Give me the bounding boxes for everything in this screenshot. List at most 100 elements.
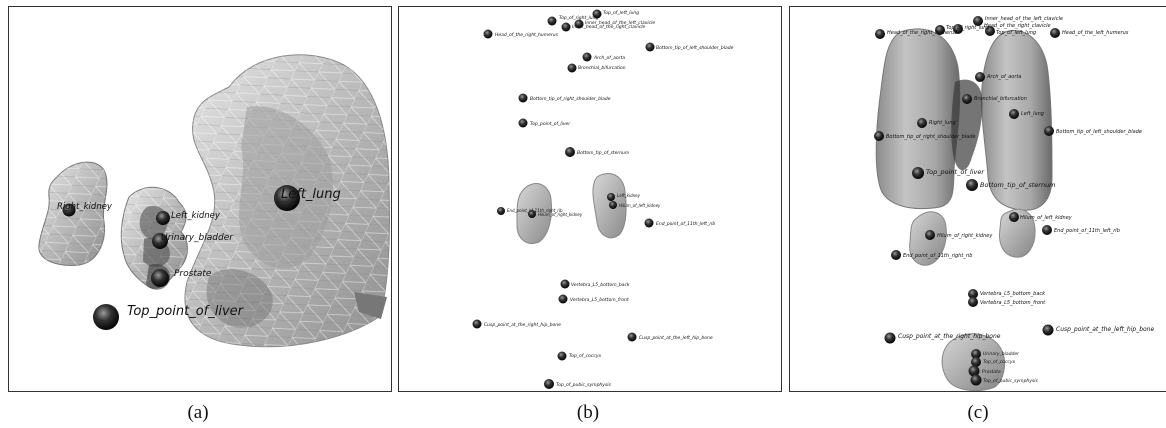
- label-end-11th-left-rib: End_point_of_11th_left_rib: [1054, 228, 1120, 234]
- point-vertebra-l5-back: [968, 289, 978, 299]
- point-inner-head-left-clavicle: [574, 19, 584, 29]
- label-left-kidney: Left_kidney: [171, 211, 221, 221]
- label-prostate: Prostate: [982, 369, 1001, 375]
- label-top-of-right-lung: Top_of_right_lung: [559, 15, 598, 21]
- label-bottom-tip-of-sternum: Bottom_tip_of_sternum: [577, 150, 630, 156]
- point-urinary-bladder: [152, 233, 168, 249]
- point-left-lung: [1009, 109, 1019, 119]
- label-vertebra-l5-front: Vertebra_L5_bottom_front: [570, 297, 629, 303]
- label-top-of-pubic-symphysis: Top_of_pubic_symphysis: [983, 378, 1039, 384]
- label-bronchial-bifurcation: Bronchial_bifurcation: [974, 96, 1027, 102]
- point-hilum-left-kidney: [1009, 212, 1019, 222]
- point-cusp-left-hip: [627, 332, 637, 342]
- label-inner-head-right-clavicle: Inner_head_of_the_right_clavicle: [572, 24, 646, 30]
- label-left-kidney: Left_kidney: [617, 193, 641, 198]
- label-hilum-right-kidney: Hilum_of_right_kidney: [937, 233, 993, 239]
- point-end-11th-left-rib: [644, 218, 654, 228]
- panel-a-canvas: Left_lung Right_kidney Left_kidney Urina…: [38, 54, 391, 348]
- label-arch-of-aorta: Arch_of_aorta: [986, 74, 1021, 80]
- point-bottom-tip-right-shoulder-blade: [518, 93, 528, 103]
- label-cusp-right-hip: Cusp_point_at_the_right_hip_bone: [898, 333, 1001, 340]
- point-right-kidney: [62, 203, 76, 217]
- point-prostate: [968, 365, 980, 377]
- label-cusp-right-hip: Cusp_point_at_the_right_hip_bone: [484, 322, 561, 328]
- left-kidney-mesh: [999, 208, 1036, 258]
- label-vertebra-l5-front: Vertebra_L5_bottom_front: [980, 300, 1046, 306]
- mediastinum-mesh: [951, 79, 983, 171]
- point-end-11th-left-rib: [1042, 225, 1052, 235]
- point-arch-of-aorta: [975, 72, 985, 82]
- label-urinary-bladder: Urinary_bladder: [983, 351, 1020, 357]
- point-bottom-tip-left-shoulder-blade: [1044, 126, 1054, 136]
- point-vertebra-l5-front: [558, 294, 568, 304]
- panel-c-canvas: Head_of_the_right_humerus Top_of_right_l…: [874, 16, 1154, 391]
- label-cusp-left-hip: Cusp_point_at_the_left_hip_bone: [1056, 326, 1154, 333]
- caption-b: (b): [576, 402, 600, 423]
- label-hilum-left-kidney: Hilum_of_left_kidney: [1020, 215, 1073, 221]
- point-bronchial-bifurcation: [962, 94, 972, 104]
- label-bottom-tip-right-shoulder-blade: Bottom_tip_of_right_shoulder_blade: [886, 134, 976, 140]
- point-head-right-clavicle: [953, 24, 963, 34]
- point-left-lung: [274, 185, 300, 211]
- label-top-of-coccyx: Top_of_coccyx: [983, 359, 1015, 365]
- label-bottom-tip-of-sternum: Bottom_tip_of_sternum: [980, 181, 1056, 189]
- point-head-right-humerus: [875, 29, 885, 39]
- point-cusp-right-hip: [472, 319, 482, 329]
- label-left-lung: Left_lung: [1021, 111, 1044, 117]
- label-bronchial-bifurcation: Bronchial_bifurcation: [578, 65, 626, 71]
- caption-a: (a): [187, 402, 209, 423]
- point-top-of-coccyx: [557, 351, 567, 361]
- point-bronchial-bifurcation: [567, 63, 577, 73]
- point-top-point-of-liver: [912, 167, 924, 179]
- caption-c: (c): [967, 402, 989, 423]
- point-end-11th-right-rib: [497, 207, 505, 215]
- label-end-11th-left-rib: End_point_of_11th_left_rib: [656, 221, 715, 227]
- label-end-11th-right-rib: End_point_of_11th_right_rib: [507, 208, 563, 213]
- point-top-point-of-liver: [93, 304, 119, 330]
- label-top-of-left-lung: Top_of_left_lung: [603, 10, 639, 16]
- point-top-of-left-lung: [592, 9, 602, 19]
- label-arch-of-aorta: Arch_of_aorta: [593, 55, 625, 61]
- label-hilum-right-kidney: Hilum_of_right_kidney: [538, 212, 583, 217]
- panel-c: Head_of_the_right_humerus Top_of_right_l…: [789, 6, 1166, 392]
- label-bottom-tip-right-shoulder-blade: Bottom_tip_of_right_shoulder_blade: [530, 96, 611, 102]
- label-top-point-of-liver: Top_point_of_liver: [530, 121, 571, 127]
- point-cusp-right-hip: [884, 332, 896, 344]
- point-inner-head-left-clavicle: [973, 16, 983, 26]
- label-right-kidney: Right_kidney: [57, 202, 113, 212]
- panel-b-canvas: Top_of_left_lung Top_of_right_lung Inner…: [472, 9, 734, 389]
- label-vertebra-l5-back: Vertebra_L5_bottom_back: [980, 291, 1046, 297]
- label-head-right-humerus: Head_of_the_right_humerus: [495, 32, 559, 38]
- label-top-point-of-liver: Top_point_of_liver: [926, 168, 985, 176]
- point-cusp-left-hip: [1042, 324, 1054, 336]
- point-hilum-left-kidney: [609, 201, 617, 209]
- label-top-point-of-liver: Top_point_of_liver: [127, 304, 245, 319]
- label-bottom-tip-left-shoulder-blade: Bottom_tip_of_left_shoulder_blade: [1056, 129, 1142, 135]
- label-end-11th-right-rib: End_point_of_11th_right_rib: [903, 253, 972, 259]
- point-top-of-pubic-symphysis: [970, 374, 982, 386]
- label-top-of-coccyx: Top_of_coccyx: [569, 353, 601, 359]
- point-head-right-humerus: [483, 29, 493, 39]
- point-bottom-tip-of-sternum: [966, 179, 978, 191]
- label-head-right-humerus: Head_of_the_right_humerus: [887, 30, 957, 36]
- point-hilum-right-kidney: [925, 230, 935, 240]
- point-prostate: [151, 269, 169, 287]
- label-top-of-right-lung: Top_of_right_lung: [946, 25, 990, 31]
- label-hilum-left-kidney: Hilum_of_left_kidney: [619, 203, 661, 208]
- label-bottom-tip-left-shoulder-blade: Bottom_tip_of_left_shoulder_blade: [656, 45, 734, 51]
- point-left-kidney: [607, 193, 615, 201]
- label-cusp-left-hip: Cusp_point_at_the_left_hip_bone: [639, 335, 713, 341]
- point-vertebra-l5-front: [968, 297, 978, 307]
- label-left-lung: Left_lung: [281, 187, 341, 202]
- panel-a: Left_lung Right_kidney Left_kidney Urina…: [8, 6, 392, 392]
- point-bottom-tip-of-sternum: [565, 147, 575, 157]
- landmark-points: [874, 16, 1060, 386]
- right-lung-mesh: [875, 28, 961, 210]
- label-right-lung: Right_lung: [929, 120, 956, 126]
- point-urinary-bladder: [971, 349, 981, 359]
- point-arch-of-aorta: [582, 52, 592, 62]
- point-inner-head-right-clavicle: [561, 22, 571, 32]
- point-bottom-tip-left-shoulder-blade: [645, 42, 655, 52]
- landmark-points: [472, 9, 655, 389]
- label-vertebra-l5-back: Vertebra_L5_bottom_back: [571, 282, 630, 288]
